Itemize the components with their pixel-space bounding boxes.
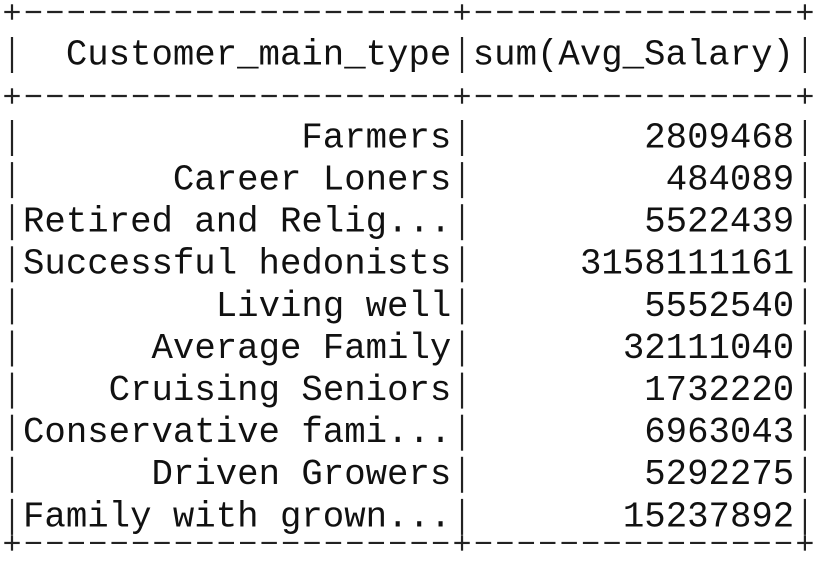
cell-salary: 6963043 xyxy=(644,412,794,453)
cell-salary: 3158111161 xyxy=(580,244,794,285)
cell-type: Career Loners xyxy=(173,160,451,201)
cell-type: Retired and Relig... xyxy=(23,202,451,243)
cell-type: Living well xyxy=(216,286,452,327)
cell-salary: 5292275 xyxy=(644,454,794,495)
cell-salary: 15237892 xyxy=(623,496,794,537)
cell-type: Cruising Seniors xyxy=(109,370,452,411)
cell-salary: 32111040 xyxy=(623,328,794,369)
header-cell: Customer_main_type xyxy=(66,34,452,75)
cell-salary: 1732220 xyxy=(644,370,794,411)
cell-salary: 2809468 xyxy=(644,117,794,158)
cell-type: Conservative fami... xyxy=(23,412,451,453)
cell-type: Average Family xyxy=(151,328,451,369)
cell-salary: 5522439 xyxy=(644,202,794,243)
cell-salary: 5552540 xyxy=(644,286,794,327)
cell-type: Successful hedonists xyxy=(23,244,451,285)
header-cell: sum(Avg_Salary) xyxy=(473,34,794,75)
cell-salary: 484089 xyxy=(666,160,795,201)
cell-type: Family with grown... xyxy=(23,496,451,537)
cell-type: Farmers xyxy=(301,117,451,158)
cell-type: Driven Growers xyxy=(151,454,451,495)
